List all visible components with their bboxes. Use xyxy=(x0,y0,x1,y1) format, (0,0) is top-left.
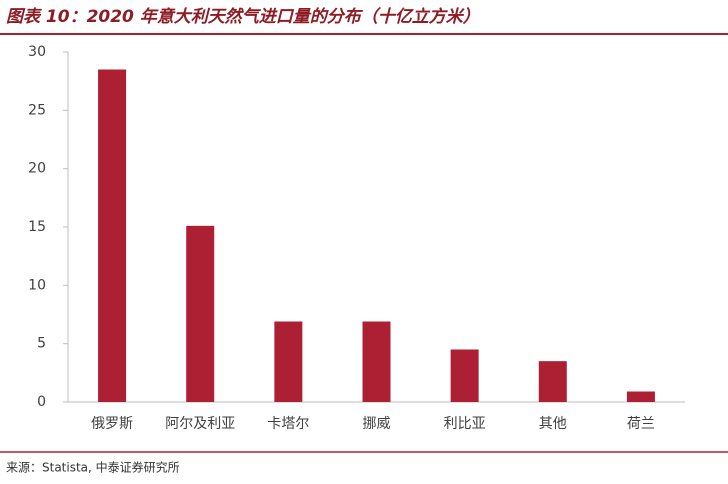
x-tick-label: 挪威 xyxy=(363,416,391,432)
x-tick-label: 荷兰 xyxy=(627,416,655,432)
y-tick-label: 5 xyxy=(37,336,46,352)
x-tick-label: 利比亚 xyxy=(444,416,486,432)
y-tick-label: 20 xyxy=(28,161,46,177)
bar xyxy=(98,69,127,402)
source-note: 来源：Statista, 中泰证券研究所 xyxy=(6,460,180,475)
bar xyxy=(450,349,479,402)
bar xyxy=(186,225,215,402)
y-tick-label: 10 xyxy=(28,277,46,293)
bar xyxy=(538,361,567,402)
bar xyxy=(362,321,391,402)
y-tick-label: 25 xyxy=(28,102,46,118)
y-tick-label: 30 xyxy=(28,44,46,60)
x-tick-label: 其他 xyxy=(539,416,567,432)
chart-title: 图表 10：2020 年意大利天然气进口量的分布（十亿立方米） xyxy=(6,7,480,27)
x-tick-label: 阿尔及利亚 xyxy=(165,416,235,432)
x-tick-label: 俄罗斯 xyxy=(91,416,133,432)
y-tick-label: 0 xyxy=(37,394,46,410)
y-tick-label: 15 xyxy=(28,219,46,235)
bar xyxy=(626,391,655,402)
bar xyxy=(274,321,303,402)
x-tick-label: 卡塔尔 xyxy=(267,416,309,432)
